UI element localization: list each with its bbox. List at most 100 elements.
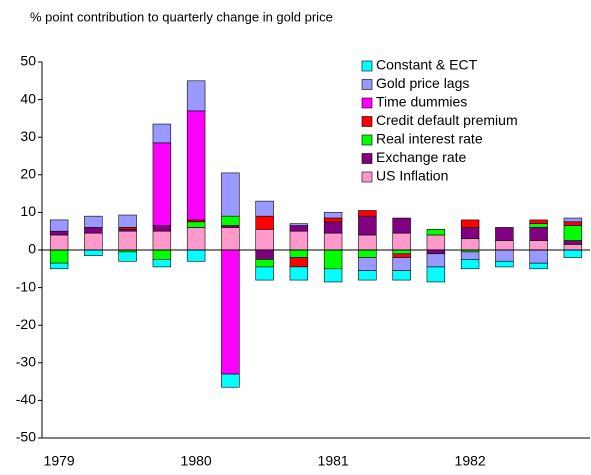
bar-segment: [289, 223, 309, 226]
bar-segment: [358, 257, 377, 271]
bar-segment: [460, 238, 480, 251]
legend-swatch: [361, 171, 373, 183]
bar-segment: [152, 259, 172, 268]
bar-segment: [529, 249, 548, 264]
bar-segment: [323, 212, 343, 219]
bar-segment: [529, 240, 548, 251]
legend-label: Time dummies: [376, 94, 467, 110]
y-tick-label: -20: [16, 316, 36, 332]
bar-segment: [563, 244, 583, 251]
bar-segment: [84, 227, 103, 234]
bar-segment: [255, 200, 274, 217]
bar-segment: [118, 251, 137, 262]
bar-segment: [84, 249, 103, 256]
bar-segment: [563, 240, 583, 245]
bar-segment: [186, 227, 206, 251]
bar-segment: [563, 217, 583, 223]
y-tick-label: 0: [28, 241, 36, 257]
bar-segment: [152, 225, 172, 232]
bar-segment: [529, 262, 548, 270]
bar-segment: [289, 225, 309, 232]
bar-segment: [563, 249, 583, 258]
legend-swatch: [361, 153, 373, 164]
bar-segment: [392, 257, 411, 271]
y-tick-label: -40: [16, 391, 36, 407]
legend-swatch: [361, 134, 373, 146]
bar-segment: [323, 217, 343, 223]
bar-segment: [221, 249, 240, 375]
legend-label: Credit default premium: [376, 112, 518, 128]
x-tick-label: 1979: [44, 453, 75, 469]
bar-segment: [255, 266, 274, 281]
bar-segment: [49, 230, 69, 236]
chart-title: % point contribution to quarterly change…: [30, 9, 333, 24]
bar-segment: [289, 230, 309, 251]
bar-segment: [358, 249, 377, 258]
bar-segment: [426, 229, 446, 236]
legend-label: Constant & ECT: [376, 57, 478, 73]
bar-segment: [529, 227, 548, 241]
bar-segment: [529, 223, 548, 228]
bar-segment: [495, 240, 514, 251]
bar-segment: [426, 266, 446, 283]
legend-swatch: [361, 116, 373, 127]
bar-segment: [152, 230, 172, 251]
bar-segment: [186, 221, 206, 228]
bar-segment: [255, 259, 274, 268]
bar-segment: [289, 266, 309, 281]
legend-label: Gold price lags: [376, 75, 469, 91]
x-tick-label: 1980: [181, 453, 212, 469]
bar-segment: [323, 268, 343, 283]
legend-swatch: [361, 60, 373, 72]
y-tick-label: 20: [20, 166, 36, 182]
bar-segment: [152, 123, 172, 144]
bar-segment: [221, 215, 240, 226]
bar-segment: [392, 232, 411, 251]
bar-segment: [221, 172, 240, 217]
legend-label: Exchange rate: [376, 149, 466, 165]
bar-segment: [221, 373, 240, 388]
bar-segment: [426, 253, 446, 268]
bar-segment: [426, 234, 446, 251]
bar-segment: [255, 229, 274, 251]
bar-segment: [255, 215, 274, 230]
y-tick-label: -50: [16, 429, 36, 445]
bar-segment: [358, 270, 377, 281]
bar-segment: [186, 249, 206, 262]
bar-segment: [460, 227, 480, 240]
bar-segment: [221, 227, 240, 251]
bar-segment: [392, 217, 411, 234]
legend-swatch: [361, 79, 373, 90]
bar-segment: [358, 215, 377, 236]
bar-segment: [49, 262, 69, 270]
bar-segment: [529, 219, 548, 224]
y-tick-label: -10: [16, 278, 36, 294]
bar-segment: [323, 221, 343, 234]
bar-segment: [152, 142, 172, 226]
bar-segment: [392, 249, 411, 255]
y-tick-label: 40: [20, 90, 36, 106]
bar-segment: [49, 219, 69, 232]
y-tick-label: 10: [20, 203, 36, 219]
bar-segment: [49, 249, 69, 264]
legend-label: US Inflation: [376, 168, 448, 184]
legend-swatch: [361, 97, 373, 109]
bar-segment: [186, 80, 206, 112]
bar-segment: [84, 215, 103, 228]
y-tick-label: -30: [16, 354, 36, 370]
bar-segment: [495, 260, 514, 268]
bar-segment: [358, 234, 377, 251]
bar-segment: [495, 227, 514, 241]
bar-segment: [289, 249, 309, 258]
bar-segment: [426, 249, 446, 255]
bar-segment: [495, 249, 514, 262]
bar-segment: [392, 270, 411, 281]
bar-segment: [152, 249, 172, 260]
bar-segment: [460, 259, 480, 270]
x-tick-label: 1981: [318, 453, 349, 469]
y-tick-label: 50: [20, 53, 36, 69]
bar-segment: [460, 251, 480, 260]
bar-segment: [186, 110, 206, 221]
bar-segment: [255, 249, 274, 260]
